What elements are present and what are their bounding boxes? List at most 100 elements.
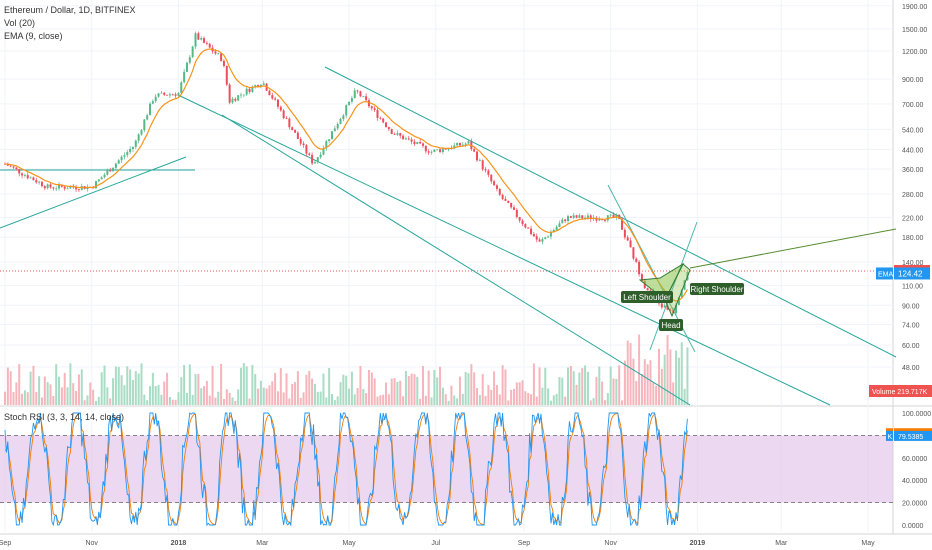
volume-bar — [268, 385, 271, 405]
volume-bar — [89, 382, 92, 405]
volume-bar — [447, 400, 450, 405]
time-tick-label: Jul — [431, 540, 440, 547]
stoch-tick-label: 40.0000 — [902, 478, 927, 485]
pattern-label-box — [621, 291, 673, 303]
volume-bar — [72, 383, 75, 405]
candle-body — [100, 177, 103, 180]
price-tick-label: 48.00 — [902, 365, 920, 372]
stoch-value: 79.5385 — [898, 434, 923, 441]
candle-body — [555, 226, 558, 230]
candle-body — [544, 237, 547, 240]
volume-bar — [276, 391, 279, 405]
candle-body — [569, 216, 572, 218]
candle-body — [120, 156, 123, 161]
volume-bar — [453, 395, 456, 405]
ema-line — [4, 48, 688, 302]
time-tick-label: 2019 — [690, 540, 706, 547]
stoch-tick-label: 0.0000 — [902, 523, 924, 530]
volume-bar — [612, 378, 615, 405]
volume-bar — [495, 384, 498, 405]
candle-body — [515, 209, 518, 218]
volume-bar — [288, 398, 291, 405]
volume-bar — [143, 394, 146, 405]
candle-body — [75, 187, 78, 190]
volume-bar — [467, 373, 470, 405]
volume-bar — [376, 396, 379, 405]
candle-body — [527, 227, 530, 229]
candle-body — [504, 198, 507, 201]
candle-body — [606, 215, 609, 221]
volume-bar — [356, 388, 359, 405]
volume-bar — [530, 394, 533, 405]
candle-body — [311, 154, 314, 164]
candle-body — [598, 219, 601, 221]
candle-body — [521, 220, 524, 225]
volume-bar — [49, 384, 52, 405]
volume-bar — [214, 397, 217, 405]
candle-body — [643, 280, 646, 289]
candle-body — [80, 186, 83, 190]
volume-bar — [160, 394, 163, 405]
volume-bar — [134, 371, 137, 405]
volume-bar — [26, 392, 29, 405]
volume-bar — [203, 386, 206, 405]
volume-bar — [353, 394, 356, 405]
volume-bar — [456, 398, 459, 405]
candle-body — [367, 100, 370, 107]
volume-bar — [100, 372, 103, 405]
price-tick-label: 90.00 — [902, 303, 920, 310]
candle-body — [319, 154, 322, 158]
candle-body — [436, 149, 439, 151]
volume-bar — [558, 377, 561, 405]
legend-stoch: Stoch RSI (3, 3, 14, 14, close) — [4, 412, 125, 422]
price-tick-label: 900.00 — [902, 77, 924, 84]
candle-body — [143, 119, 146, 131]
volume-bar — [609, 366, 612, 405]
volume-bar — [549, 400, 552, 405]
candle-body — [348, 101, 351, 106]
candle-body — [584, 217, 587, 219]
volume-bar — [291, 383, 294, 405]
volume-bar — [308, 370, 311, 405]
volume-bar — [567, 367, 570, 405]
volume-bar — [262, 387, 265, 405]
candle-body — [294, 130, 297, 133]
candle-body — [276, 99, 279, 107]
candle-body — [464, 143, 467, 145]
candle-body — [231, 98, 234, 103]
volume-bar — [69, 363, 72, 405]
volume-badge — [869, 385, 932, 397]
volume-bar — [396, 381, 399, 405]
candle-body — [575, 215, 578, 218]
candle-body — [589, 215, 592, 220]
price-tick-label: 60.00 — [902, 343, 920, 350]
volume-bar — [541, 387, 544, 405]
volume-bar — [476, 388, 479, 405]
candle-body — [185, 62, 188, 72]
candle-body — [336, 124, 339, 129]
candle-body — [416, 141, 419, 145]
candle-body — [97, 179, 100, 182]
candle-body — [157, 93, 160, 97]
volume-bar — [484, 395, 487, 405]
volume-bar — [510, 389, 513, 405]
candle-body — [151, 101, 154, 104]
candle-body — [154, 96, 157, 102]
volume-bar — [177, 392, 180, 405]
candle-body — [433, 149, 436, 152]
candle-body — [524, 224, 527, 228]
candle-body — [225, 65, 228, 85]
candle-body — [581, 215, 584, 219]
candle-body — [77, 189, 80, 191]
volume-bar — [538, 367, 541, 405]
volume-bar — [117, 366, 120, 405]
volume-bar — [146, 400, 149, 405]
candle-body — [453, 145, 456, 149]
candle-body — [478, 160, 481, 162]
volume-bar — [581, 368, 584, 405]
volume-bar — [399, 380, 402, 405]
volume-bar — [498, 394, 501, 405]
candle-body — [461, 144, 464, 146]
price-tick-label: 540.00 — [902, 127, 924, 134]
volume-bar — [481, 374, 484, 405]
